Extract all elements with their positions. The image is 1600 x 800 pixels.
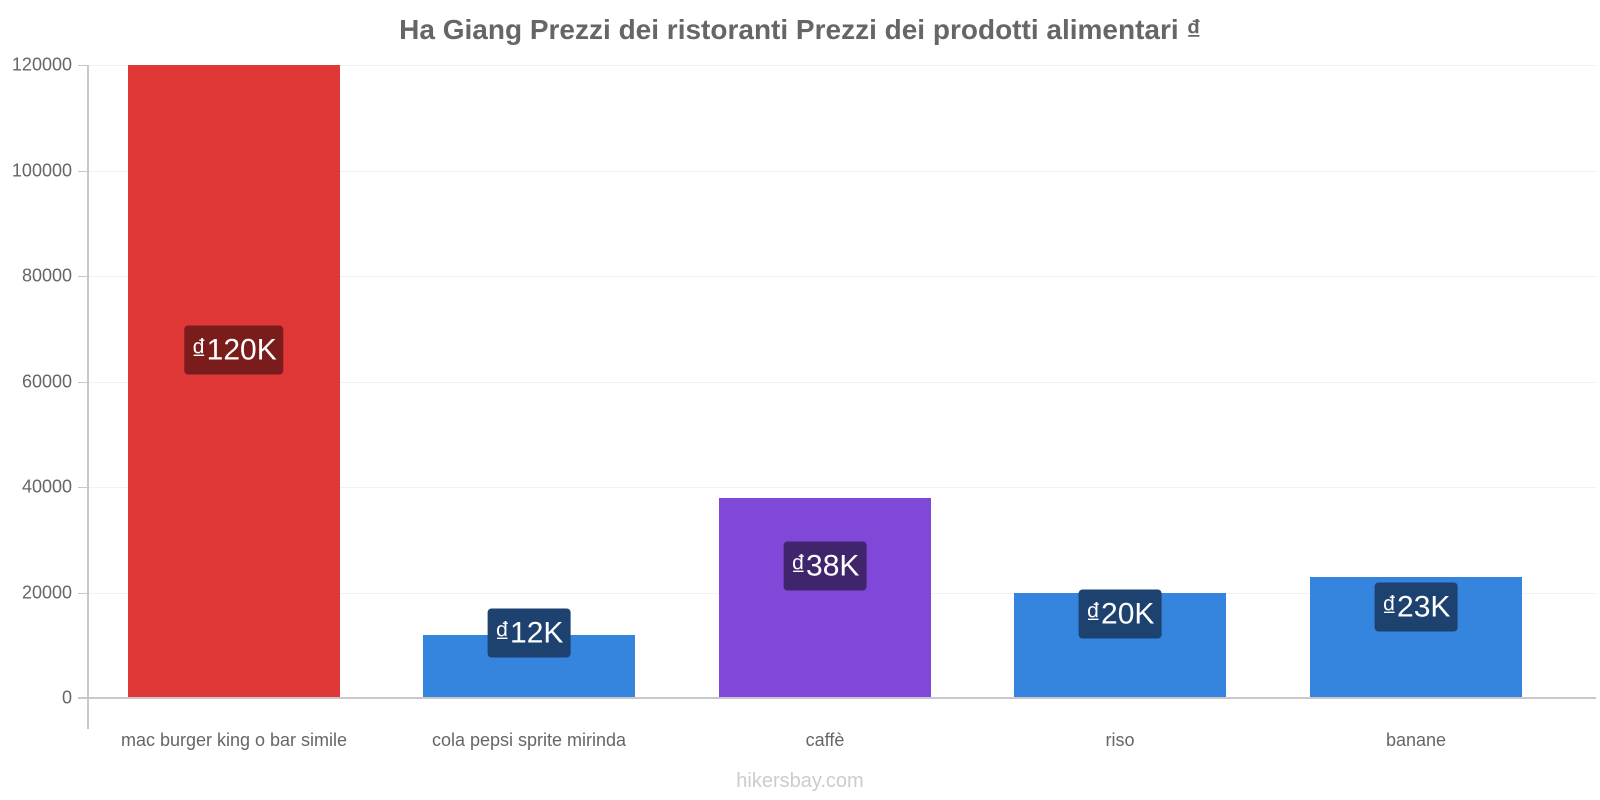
bar-value-label: ₫20K	[1078, 589, 1162, 639]
bar-value-label: ₫120K	[184, 325, 284, 375]
y-tick-mark	[78, 382, 88, 383]
y-tick-mark	[78, 593, 88, 594]
x-axis-line	[78, 697, 1596, 699]
bar[interactable]	[719, 498, 931, 698]
bar-value-label: ₫38K	[783, 541, 867, 591]
chart-title: Ha Giang Prezzi dei ristoranti Prezzi de…	[399, 14, 1201, 45]
y-tick-mark	[78, 65, 88, 66]
gridline	[89, 65, 1596, 66]
x-category-label: riso	[1105, 730, 1135, 750]
gridline	[89, 276, 1596, 277]
x-category-label: banane	[1385, 730, 1447, 750]
y-tick-label: 40000	[21, 476, 72, 497]
y-tick-label: 60000	[21, 371, 72, 392]
y-tick-mark	[78, 171, 88, 172]
bar-value-label: ₫12K	[487, 608, 571, 658]
y-tick-mark	[78, 276, 88, 277]
y-tick-label: 20000	[21, 582, 72, 603]
y-tick-label: 120000	[11, 54, 72, 75]
bar[interactable]	[128, 65, 340, 698]
y-tick-label: 100000	[11, 160, 72, 181]
bar-value-label: ₫23K	[1374, 582, 1458, 632]
y-tick-label: 0	[61, 687, 72, 708]
gridline	[89, 382, 1596, 383]
gridline	[89, 171, 1596, 172]
x-category-label: cola pepsi sprite mirinda	[431, 730, 627, 750]
y-tick-mark	[78, 487, 88, 488]
y-axis-line	[87, 65, 89, 729]
gridline	[89, 487, 1596, 488]
watermark: hikersbay.com	[736, 770, 864, 792]
x-category-label: caffè	[805, 730, 845, 750]
y-tick-label: 80000	[21, 265, 72, 286]
x-category-label: mac burger king o bar simile	[120, 730, 348, 750]
